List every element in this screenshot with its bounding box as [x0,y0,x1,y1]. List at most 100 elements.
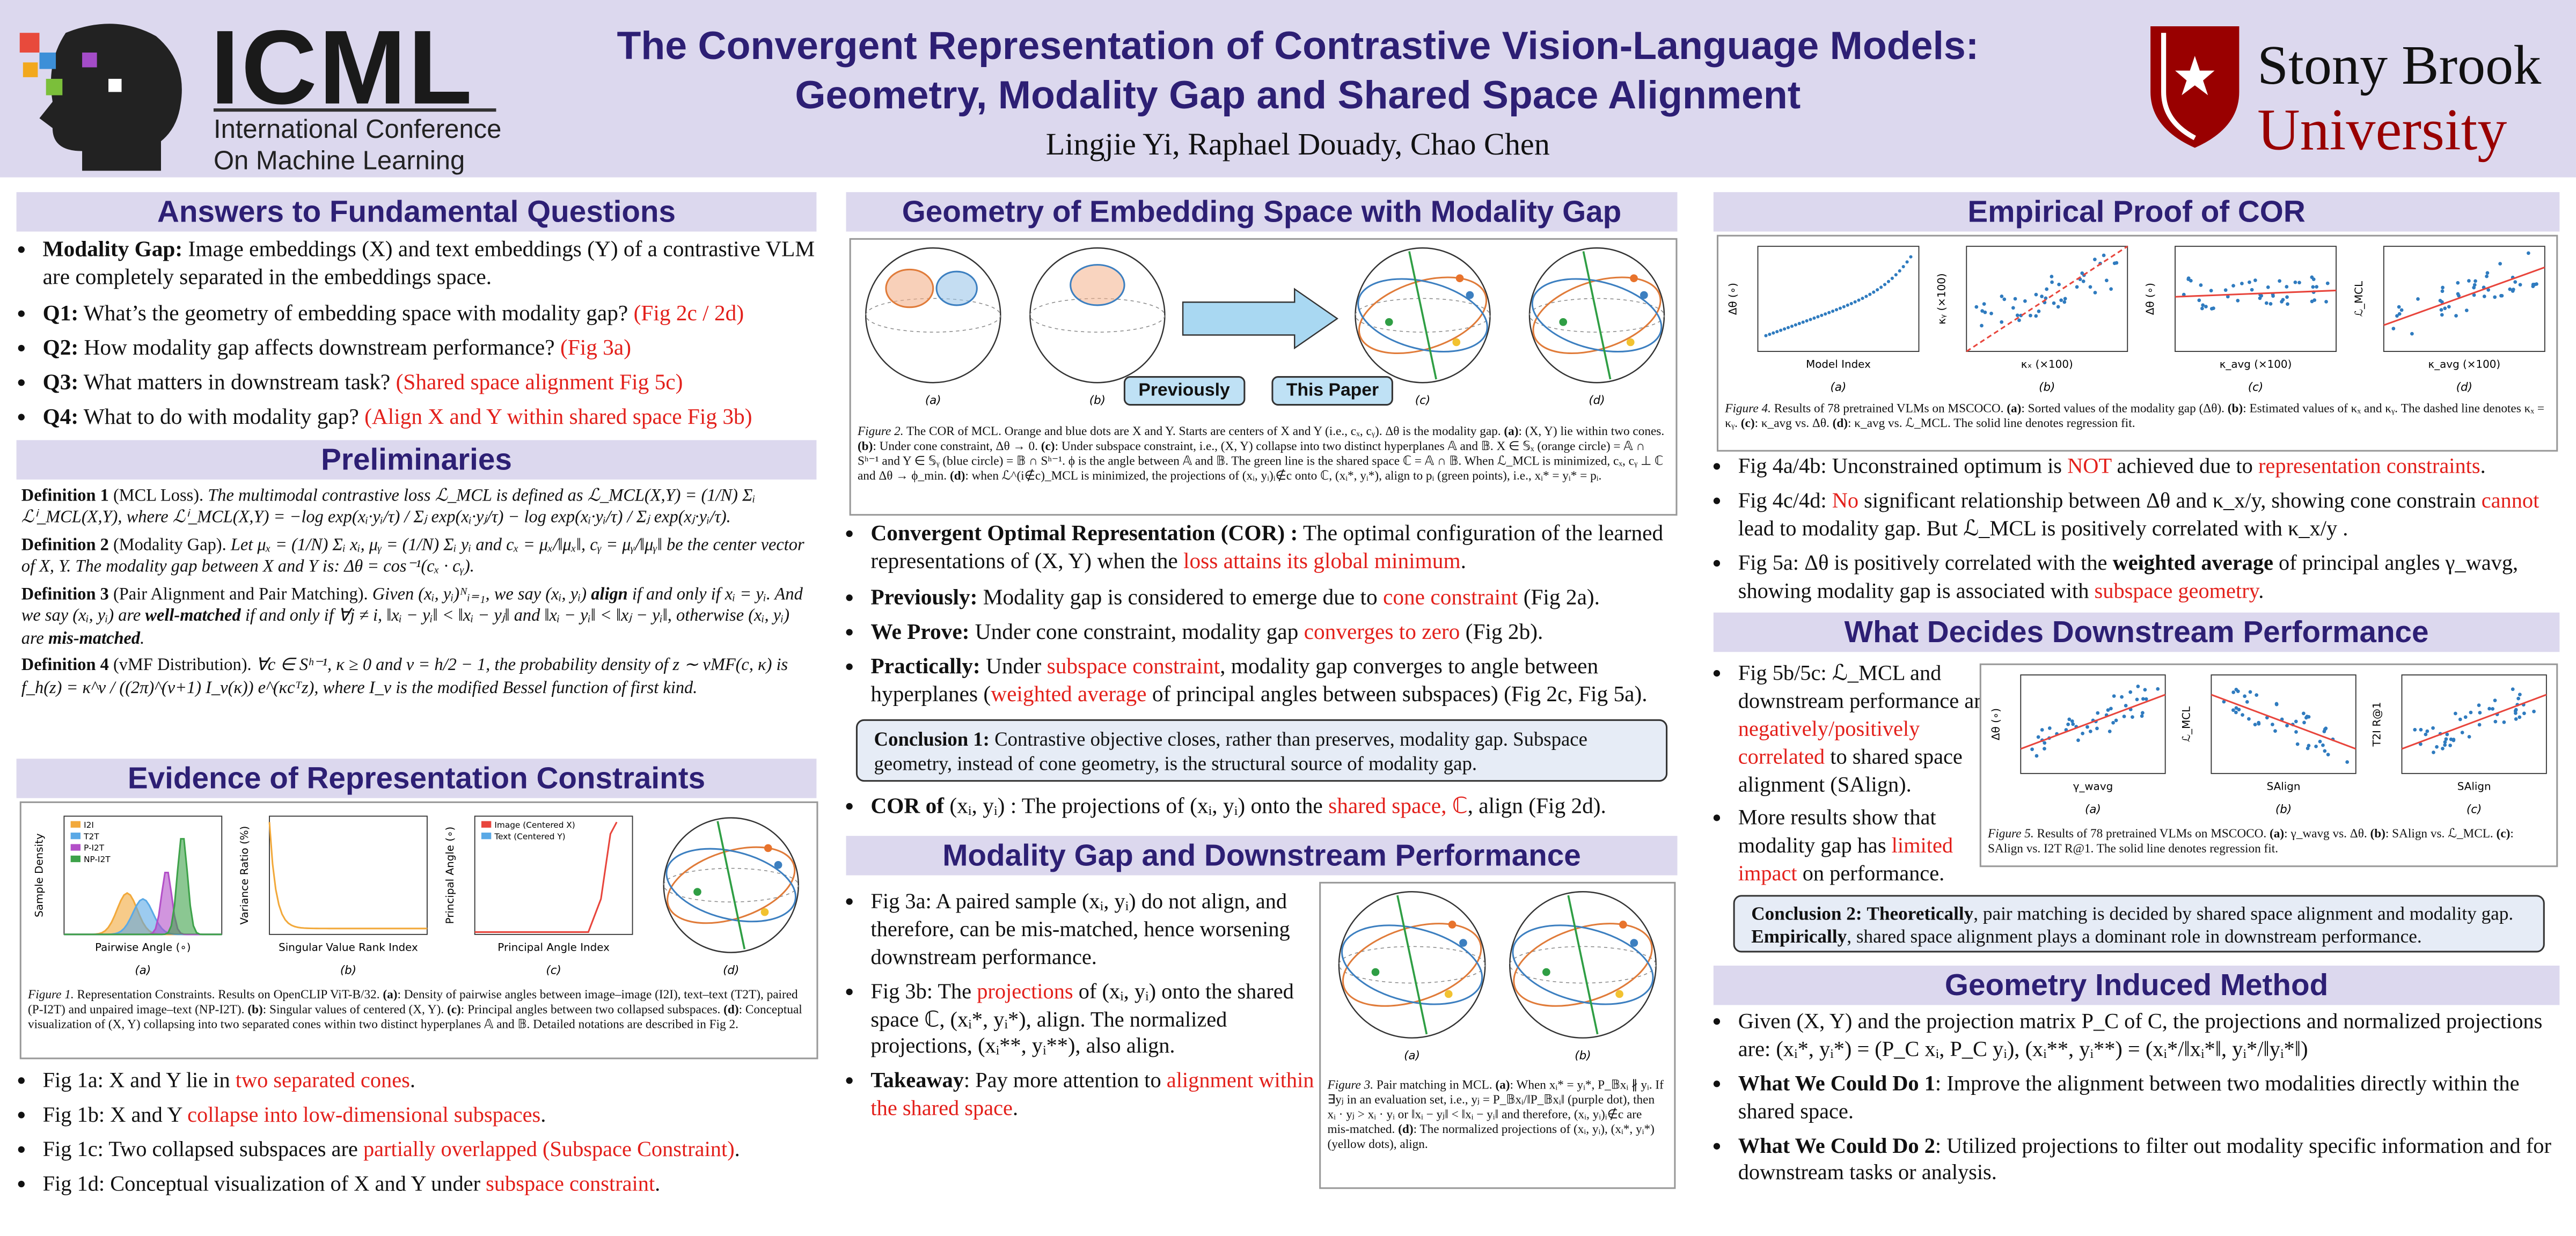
y-axis-label: Δθ (∘) [2144,283,2156,315]
plot-dot [2186,276,2191,280]
point [1444,990,1453,998]
plot-dot [2111,720,2115,725]
plot-dot [2472,293,2476,297]
text-run: Modality Gap: [42,236,183,261]
plot-dot [1974,305,1979,309]
bullet-item: Modality Gap: Image embeddings (X) and t… [43,235,828,292]
plot-dot [2312,298,2317,302]
cone-y [935,270,978,306]
plot-dot [2477,703,2481,708]
plot-dot [2114,718,2118,723]
cone-xy [1070,264,1125,306]
subspace-x [1358,276,1488,355]
panel-label: (d) [2456,381,2472,394]
plot-curve [1966,245,2128,352]
plot-dot [2013,297,2017,301]
plot-curve [268,822,427,930]
text-run: : Estimated values of κₓ and κᵧ. The das… [1725,400,2544,431]
text-run: of principal angles γ_wavg, showing moda… [1738,549,2519,602]
plot-dot [2102,253,2106,258]
text-run: Q4: [42,404,79,429]
plot-dot [2273,729,2277,733]
text-run: COR of [870,793,945,818]
bullet-list: Modality Gap: Image embeddings (X) and t… [20,235,828,438]
text-run: : Utilized projections to filter out mod… [1738,1132,2551,1185]
text-run: (Align X and Y within shared space Fig 3… [364,404,752,429]
text-run: Practically: [870,653,980,679]
subspace-y [1341,924,1483,1005]
plot-dot [2063,297,2067,301]
text-run: : Singular values of centered (X, Y). [262,1002,447,1017]
text-run: weighted average [2112,549,2273,575]
plot-frame [2383,246,2545,352]
plot-dot [1909,255,1913,259]
shared-space [1408,251,1437,380]
text-run: : The normalized projections of (xᵢ, yᵢ)… [1327,1122,1655,1152]
plot-dot [2285,295,2289,299]
plot-dot [1864,295,1868,298]
text-run: What We Could Do 1 [1738,1070,1935,1095]
text-run: mis-matched [48,630,141,649]
bullet-item: Practically: Under subspace constraint, … [870,652,1692,709]
plot-dot [1779,328,1783,332]
legend-label: P-I2T [84,843,105,853]
plot-frame [2175,246,2337,352]
bullet-item: Fig 1a: X and Y lie in two separated con… [43,1068,828,1095]
plot-dot [2070,719,2074,723]
plot-dot [1879,285,1883,289]
text-run: Figure 1. [28,987,74,1002]
plot-dot [2000,294,2004,298]
text-run: Modality gap is considered to emerge due… [977,584,1384,609]
panel-label: (b) [1089,394,1106,407]
point [1371,968,1380,976]
bullet-list: Fig 1a: X and Y lie in two separated con… [20,1068,828,1205]
plot-dot [2088,729,2092,733]
plot-dot [2050,275,2054,278]
plot-dot [2096,711,2100,715]
plot-dot [2067,717,2072,722]
sphere [1528,247,1665,384]
text-run: : Conceptual visualization of (X, Y) col… [28,1002,802,1032]
text-run: of (xᵢ, yᵢ) onto the shared space ℂ, (xᵢ… [870,978,1294,1058]
bullet-item: Fig 1b: X and Y collapse into low-dimens… [43,1102,828,1130]
plot-curve [2175,289,2337,298]
plot-dot [2491,707,2495,711]
text-run: : κ_avg vs. ℒ_MCL. The solid line denote… [1848,415,2135,431]
text-run: . [540,1101,546,1127]
plot-dot [2226,295,2230,299]
plot-dot [2264,301,2268,305]
x-axis-label: SAlign [2267,780,2301,792]
subspace-x [1342,923,1482,1007]
concept-diagram: (a) [1338,891,1486,1062]
bullet-list: Fig 5b/5c: ℒ_MCL and downstream performa… [1715,660,1998,895]
text-run: (b) [2227,400,2243,416]
plot-dot [2516,696,2521,701]
x-axis-label: Singular Value Rank Index [279,941,418,953]
text-run: Under [980,653,1047,679]
text-run: Fig 1c: Two collapsed subspaces are [42,1136,363,1161]
legend-swatch [70,821,80,828]
plot-dot [2514,717,2518,721]
bullet-item: Q4: What to do with modality gap? (Align… [43,403,828,431]
text-run: The optimal configuration of the learned… [870,520,1664,574]
plot-dot [2307,715,2311,719]
figure-caption: Figure 5. Results of 78 pretrained VLMs … [1988,826,2550,856]
plot-frame [269,815,428,935]
text-run: : κ_avg vs. Δθ. [1754,415,1833,431]
plot-dot [2424,732,2428,737]
text-run: cone constraint [1383,584,1518,609]
plot-dot [2114,261,2119,265]
plot-dot [2444,737,2448,741]
plot-dot [1790,325,1794,328]
section-title: Geometry of Embedding Space with Modalit… [846,192,1678,232]
plot-dot [2093,258,2097,261]
plot-dot [1898,269,1901,273]
plot-dot [2280,300,2284,304]
plot-dot [2293,280,2297,284]
tag-previously: Previously [1123,376,1245,406]
bullet-item: Given (X, Y) and the projection matrix P… [1738,1009,2573,1064]
legend-swatch [481,833,492,840]
text-run: : SAlign vs. ℒ_MCL. [2385,826,2497,841]
plot-dot [2200,306,2204,311]
plot-dot [2266,285,2270,289]
